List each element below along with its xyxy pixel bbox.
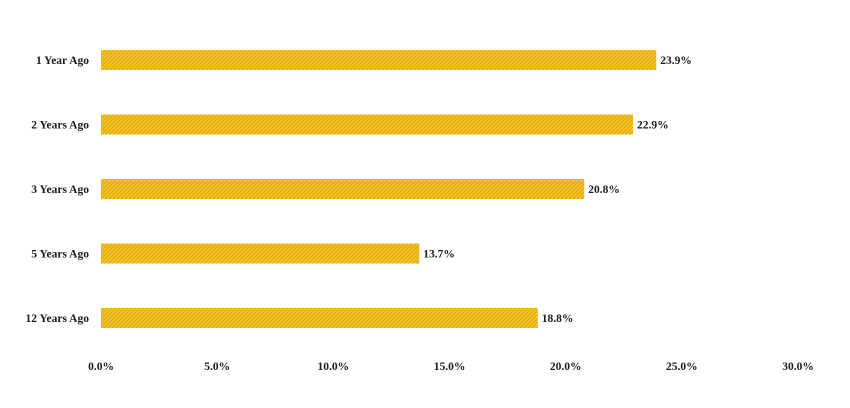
x-axis-ticks-layer: 0.0% 5.0% 10.0% 15.0% 20.0% 25.0% 30.0%: [88, 361, 814, 373]
data-labels-layer: 23.9% 22.9% 20.8% 13.7% 18.8%: [423, 55, 692, 325]
x-tick-label: 15.0%: [434, 361, 466, 373]
category-label-1-year-ago: 1 Year Ago: [36, 55, 89, 67]
bar-5-years-ago: [101, 243, 420, 264]
data-label-5-years-ago: 13.7%: [423, 249, 455, 261]
bar-1-year-ago: [101, 50, 657, 70]
bar-2-years-ago: [101, 114, 634, 135]
x-tick-label: 5.0%: [204, 361, 230, 373]
category-label-3-years-ago: 3 Years Ago: [31, 184, 89, 196]
x-tick-label: 25.0%: [666, 361, 698, 373]
x-tick-label: 30.0%: [782, 361, 814, 373]
data-label-3-years-ago: 20.8%: [588, 184, 620, 196]
data-label-2-years-ago: 22.9%: [637, 120, 669, 132]
x-tick-label: 20.0%: [550, 361, 582, 373]
bar-12-years-ago: [101, 308, 538, 328]
category-label-2-years-ago: 2 Years Ago: [31, 120, 89, 132]
category-label-5-years-ago: 5 Years Ago: [31, 249, 89, 261]
data-label-1-year-ago: 23.9%: [660, 55, 692, 67]
bar-3-years-ago: [101, 179, 585, 199]
category-labels-layer: 1 Year Ago 2 Years Ago 3 Years Ago 5 Years …: [26, 55, 90, 325]
x-tick-label: 0.0%: [88, 361, 114, 373]
x-tick-label: 10.0%: [318, 361, 350, 373]
data-label-12-years-ago: 18.8%: [542, 313, 574, 325]
category-label-12-years-ago: 12 Years Ago: [26, 313, 90, 325]
bars-layer: [101, 50, 657, 328]
